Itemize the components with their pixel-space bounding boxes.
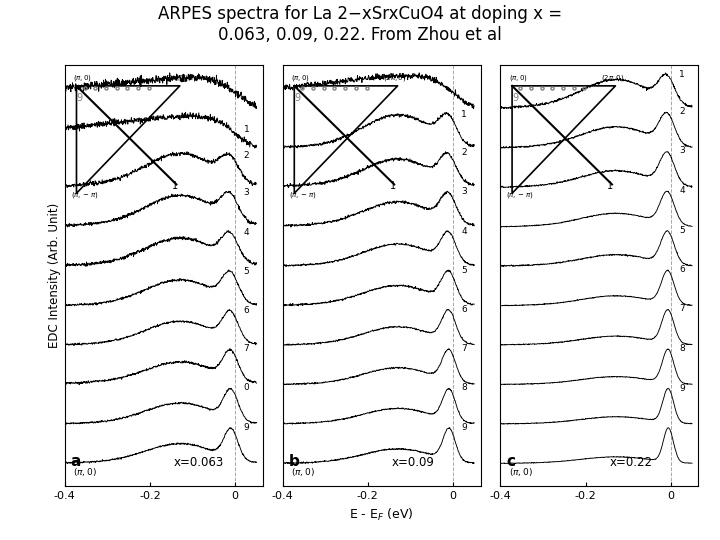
Text: 1: 1	[243, 125, 249, 134]
Text: 6: 6	[679, 265, 685, 274]
Text: 2: 2	[462, 148, 467, 157]
Text: 3: 3	[243, 188, 249, 197]
Text: 7: 7	[462, 344, 467, 353]
X-axis label: E - E$_F$ (eV): E - E$_F$ (eV)	[349, 507, 414, 523]
Text: 1: 1	[679, 70, 685, 79]
Text: x=0.22: x=0.22	[609, 456, 652, 469]
Text: 4: 4	[243, 228, 249, 237]
Text: $(\pi,0)$: $(\pi,0)$	[509, 466, 533, 478]
Text: 8: 8	[679, 345, 685, 353]
Text: 2: 2	[679, 107, 685, 116]
Text: 3: 3	[679, 146, 685, 156]
Text: 4: 4	[679, 186, 685, 195]
Text: 3: 3	[462, 187, 467, 196]
Text: 9: 9	[679, 384, 685, 393]
Text: $(\pi,0)$: $(\pi,0)$	[291, 466, 315, 478]
Text: 0: 0	[243, 383, 249, 392]
Text: 4: 4	[462, 227, 467, 236]
Text: 5: 5	[243, 267, 249, 275]
Text: x=0.09: x=0.09	[392, 456, 434, 469]
Text: 8: 8	[462, 383, 467, 392]
Text: 5: 5	[679, 226, 685, 234]
Text: 2: 2	[243, 151, 249, 160]
Text: 1: 1	[462, 111, 467, 119]
Text: 7: 7	[679, 305, 685, 314]
Text: 9: 9	[243, 423, 249, 432]
Text: $(\pi,0)$: $(\pi,0)$	[73, 466, 97, 478]
Text: 6: 6	[462, 305, 467, 314]
Text: ARPES spectra for La 2−xSrxCuO4 at doping x =
0.063, 0.09, 0.22. From Zhou et al: ARPES spectra for La 2−xSrxCuO4 at dopin…	[158, 5, 562, 44]
Text: 7: 7	[243, 344, 249, 353]
Y-axis label: EDC Intensity (Arb. Unit): EDC Intensity (Arb. Unit)	[48, 203, 60, 348]
Text: b: b	[289, 454, 300, 469]
Text: a: a	[71, 454, 81, 469]
Text: 6: 6	[243, 306, 249, 315]
Text: c: c	[506, 454, 516, 469]
Text: x=0.063: x=0.063	[174, 456, 224, 469]
Text: 5: 5	[462, 266, 467, 275]
Text: 9: 9	[462, 422, 467, 431]
